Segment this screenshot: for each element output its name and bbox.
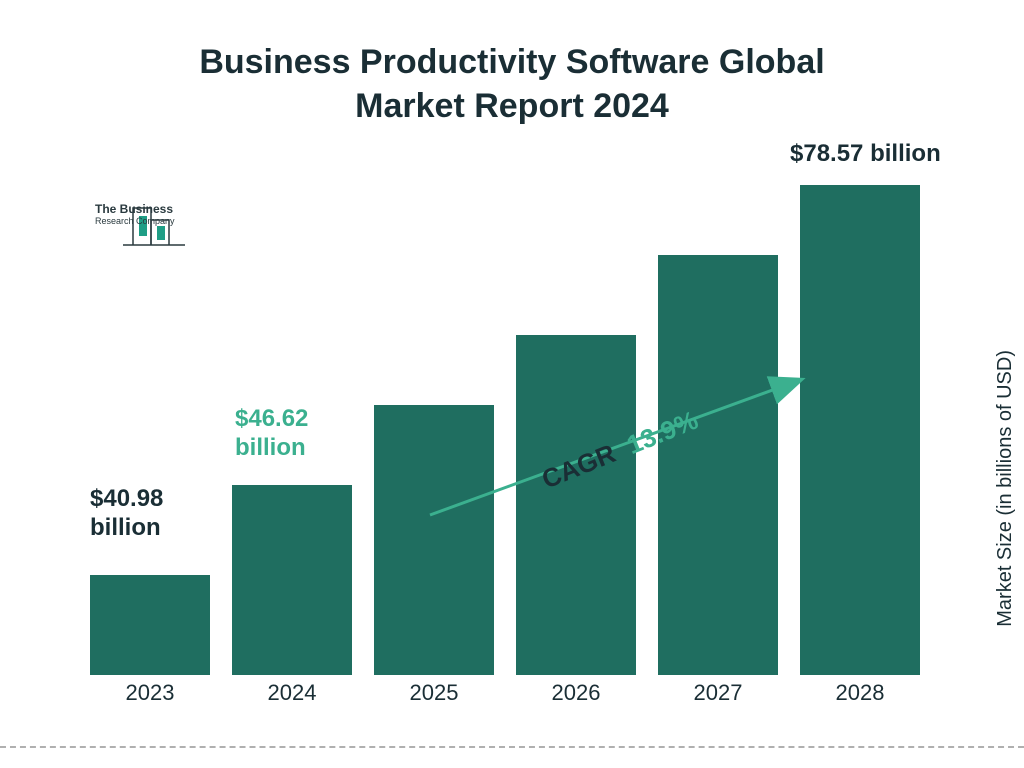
bar-2024 [232,485,352,675]
chart-plot-area: CAGR 13.9% [90,165,920,675]
footer-divider [0,746,1024,748]
xlabel-2025: 2025 [374,680,494,706]
data-label-2028: $78.57 billion [790,140,941,169]
bar-2023 [90,575,210,675]
xlabel-2027: 2027 [658,680,778,706]
bars-container [90,165,920,675]
xlabel-2028: 2028 [800,680,920,706]
xlabel-2023: 2023 [90,680,210,706]
data-label-2023: $40.98 billion [90,485,163,543]
bar-2027 [658,255,778,675]
data-label-2024: $46.62 billion [235,405,308,463]
chart-title: Business Productivity Software Global Ma… [0,40,1024,128]
bar-2028 [800,185,920,675]
x-axis-labels: 2023 2024 2025 2026 2027 2028 [90,680,920,706]
xlabel-2026: 2026 [516,680,636,706]
xlabel-2024: 2024 [232,680,352,706]
bar-2025 [374,405,494,675]
title-line-2: Market Report 2024 [355,87,669,125]
bar-2026 [516,335,636,675]
y-axis-label: Market Size (in billions of USD) [994,350,1017,627]
title-line-1: Business Productivity Software Global [199,43,824,81]
